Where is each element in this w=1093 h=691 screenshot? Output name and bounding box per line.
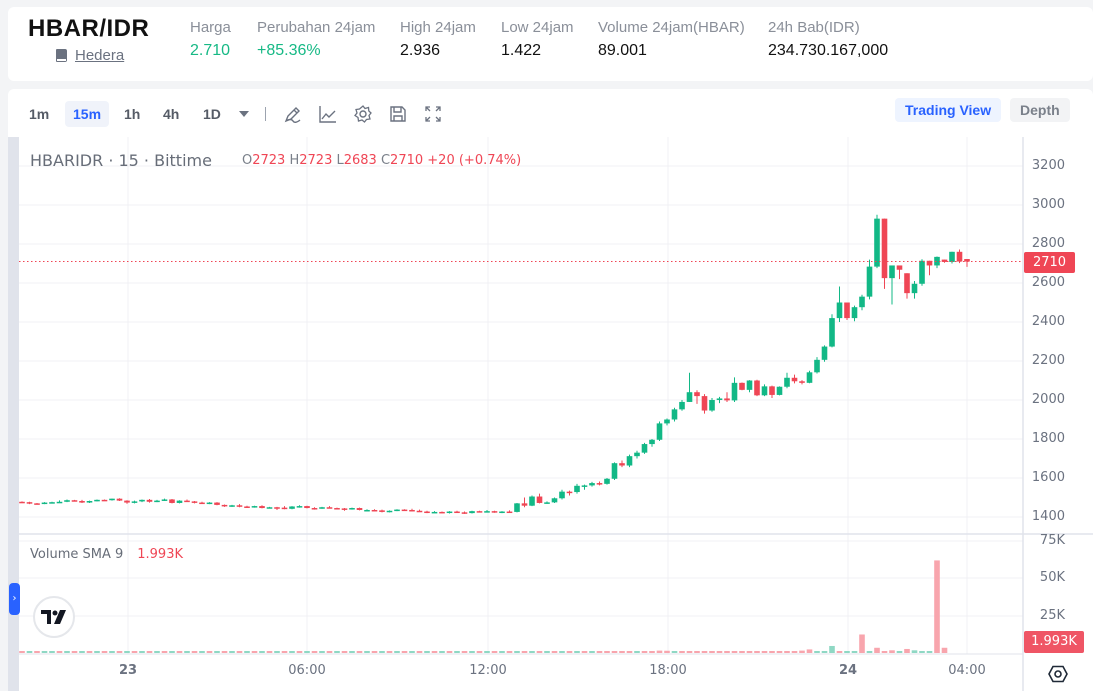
expand-sidebar-button[interactable]: › <box>9 583 20 615</box>
open-label: O <box>242 153 253 168</box>
timeframe-1h[interactable]: 1h <box>124 106 141 122</box>
depth-button[interactable]: Depth <box>1010 98 1070 122</box>
last-price-tag: 2710 <box>1024 252 1075 273</box>
timeframe-4h[interactable]: 4h <box>163 106 180 122</box>
chart-toolbar: 1m 15m 1h 4h 1D Trading View Depth <box>8 89 1093 137</box>
price-tick: 2400 <box>1031 314 1065 329</box>
chart-settings-icon[interactable] <box>1048 664 1068 684</box>
draw-icon[interactable] <box>283 104 303 124</box>
tradingview-logo-icon <box>41 610 66 624</box>
price-tick: 2000 <box>1031 392 1065 407</box>
time-tick: 06:00 <box>288 663 326 678</box>
stat-low-24h: Low 24jam 1.422 <box>501 19 574 60</box>
stat-value: 2.936 <box>400 42 441 59</box>
save-icon[interactable] <box>388 104 408 124</box>
timeframe-dropdown-icon[interactable] <box>239 111 249 117</box>
time-tick: 18:00 <box>649 663 687 678</box>
stat-turnover-24h: 24h Bab(IDR) 234.730.167,000 <box>768 19 888 60</box>
price-tick: 2600 <box>1031 275 1065 290</box>
drawing-sidebar-collapsed <box>8 137 19 691</box>
stat-price: Harga 2.710 <box>190 19 231 60</box>
indicators-icon[interactable] <box>318 104 338 124</box>
open-value: 2723 <box>252 153 286 168</box>
stat-label: Low 24jam <box>501 19 574 36</box>
book-icon <box>56 49 67 62</box>
toolbar-divider <box>265 107 266 121</box>
change-value: +20 (+0.74%) <box>427 153 522 168</box>
stat-volume-24h: Volume 24jam(HBAR) 89.001 <box>598 19 745 60</box>
settings-icon[interactable] <box>353 104 373 124</box>
price-tick: 3200 <box>1031 158 1065 173</box>
stat-change-24h: Perubahan 24jam +85.36% <box>257 19 375 60</box>
volume-axis-50k: 50K <box>1039 570 1065 585</box>
chart-panel: 1m 15m 1h 4h 1D Trading View Depth › HBA… <box>8 89 1093 691</box>
stat-label: Volume 24jam(HBAR) <box>598 19 745 36</box>
stat-value: +85.36% <box>257 42 321 59</box>
stat-value: 234.730.167,000 <box>768 42 889 59</box>
high-value: 2723 <box>299 153 333 168</box>
price-tick: 3000 <box>1031 197 1065 212</box>
close-label: C <box>380 153 391 168</box>
volume-value: 1.993K <box>137 547 183 562</box>
candlestick-chart[interactable] <box>8 89 1093 691</box>
coin-name: Hedera <box>75 47 125 64</box>
stat-label: High 24jam <box>400 19 476 36</box>
price-tick: 1600 <box>1031 470 1065 485</box>
stat-label: Perubahan 24jam <box>257 19 376 36</box>
time-tick: 04:00 <box>948 663 986 678</box>
price-tick: 2200 <box>1031 353 1065 368</box>
pair-title: HBAR/IDR <box>28 15 150 42</box>
volume-axis-75k: 75K <box>1039 533 1065 548</box>
stat-value: 2.710 <box>190 42 231 59</box>
ohlc-legend: O2723 H2723 L2683 C2710 +20 (+0.74%) <box>242 153 521 168</box>
fullscreen-icon[interactable] <box>423 104 443 124</box>
coin-info-link[interactable]: Hedera <box>56 47 124 64</box>
volume-legend: Volume SMA 9 1.993K <box>30 547 183 562</box>
trading-view-button[interactable]: Trading View <box>895 98 1002 122</box>
price-tick: 1800 <box>1031 431 1065 446</box>
time-tick: 24 <box>838 663 858 678</box>
volume-sma-tag: 1.993K <box>1024 631 1084 653</box>
close-value: 2710 <box>390 153 424 168</box>
tradingview-logo[interactable] <box>33 596 75 638</box>
time-tick: 12:00 <box>469 663 507 678</box>
price-tick: 1400 <box>1031 509 1065 524</box>
stat-high-24h: High 24jam 2.936 <box>400 19 476 60</box>
high-label: H <box>289 153 300 168</box>
time-tick: 23 <box>118 663 138 678</box>
price-tick: 2800 <box>1031 236 1065 251</box>
market-header: HBAR/IDR Hedera Harga 2.710 Perubahan 24… <box>8 7 1093 81</box>
timeframe-1d[interactable]: 1D <box>203 106 221 122</box>
stat-value: 1.422 <box>501 42 542 59</box>
volume-axis-25k: 25K <box>1039 608 1065 623</box>
symbol-legend: HBARIDR · 15 · Bittime <box>30 151 212 170</box>
timeframe-15m[interactable]: 15m <box>65 101 110 127</box>
stat-value: 89.001 <box>598 42 647 59</box>
low-value: 2683 <box>343 153 377 168</box>
stat-label: 24h Bab(IDR) <box>768 19 860 36</box>
low-label: L <box>336 153 344 168</box>
timeframe-1m[interactable]: 1m <box>29 106 50 122</box>
volume-label: Volume SMA 9 <box>30 547 124 562</box>
stat-label: Harga <box>190 19 231 36</box>
